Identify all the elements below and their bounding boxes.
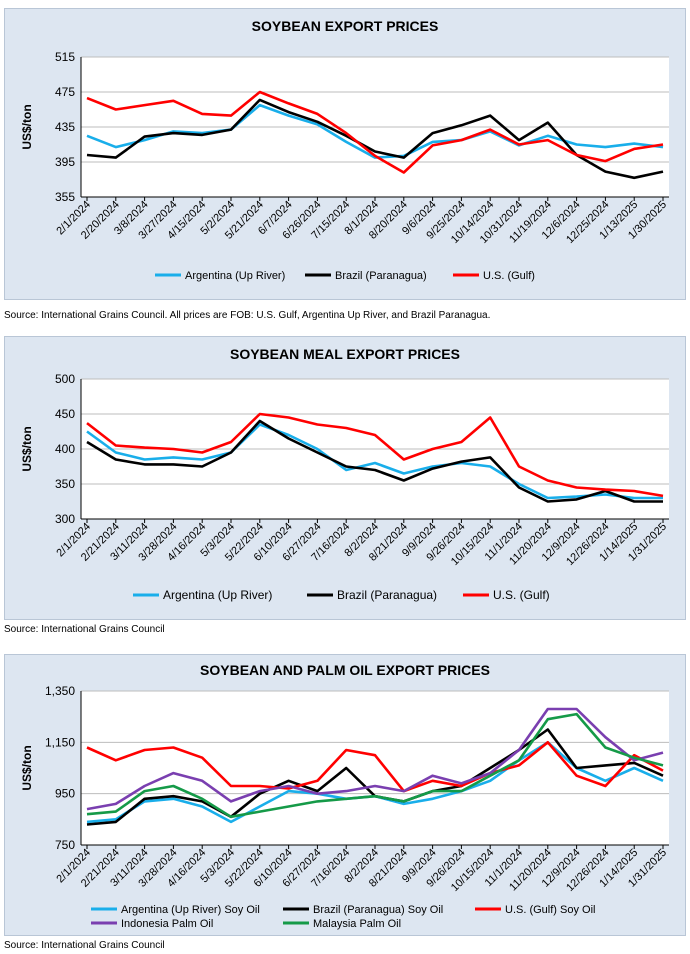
legend-label: Indonesia Palm Oil	[121, 918, 213, 930]
chart-panel-soybean-meal: SOYBEAN MEAL EXPORT PRICES 300 350 400 450 50…	[4, 336, 686, 620]
source-note-2: Source: International Grains Council	[4, 624, 165, 635]
legend-label: U.S. (Gulf)	[493, 588, 550, 602]
legend-label: Argentina (Up River)	[163, 588, 272, 602]
legend-label: U.S. (Gulf)	[483, 270, 535, 282]
chart-title: SOYBEAN AND PALM OIL EXPORT PRICES	[200, 662, 490, 678]
y-tick-label: 475	[55, 85, 75, 99]
legend-label: Brazil (Paranagua) Soy Oil	[313, 904, 443, 916]
series-line	[86, 412, 664, 498]
y-axis-label: US$/ton	[20, 104, 34, 149]
y-tick-label: 395	[55, 155, 75, 169]
series-line	[86, 423, 663, 500]
y-tick-label: 350	[55, 477, 75, 491]
legend-label: Argentina (Up River)	[185, 270, 285, 282]
series-line	[86, 103, 664, 159]
legend-label: Brazil (Paranagua)	[337, 588, 437, 602]
chart-soybean-meal-export-prices: SOYBEAN MEAL EXPORT PRICES 300 350 400 450 50…	[20, 346, 669, 602]
source-note-1: Source: International Grains Council. Al…	[4, 310, 491, 321]
legend-label: U.S. (Gulf) Soy Oil	[505, 904, 595, 916]
chart-soybean-export-prices: SOYBEAN EXPORT PRICES 355 395 435 475 515 US$/…	[20, 18, 669, 282]
series-line	[86, 712, 664, 819]
chart-panel-oil: SOYBEAN AND PALM OIL EXPORT PRICES 750 950…	[4, 654, 686, 936]
y-tick-label: 1,350	[45, 684, 75, 698]
series-line	[86, 741, 664, 793]
y-tick-label: 500	[55, 372, 75, 386]
y-tick-label: 750	[55, 838, 75, 852]
y-tick-label: 300	[55, 512, 75, 526]
series-line	[86, 90, 664, 174]
chart-title: SOYBEAN EXPORT PRICES	[252, 18, 439, 34]
legend-label: Malaysia Palm Oil	[313, 918, 401, 930]
y-tick-label: 355	[55, 190, 75, 204]
chart-soybean-palm-oil-export-prices: SOYBEAN AND PALM OIL EXPORT PRICES 750 950…	[20, 662, 669, 930]
y-tick-label: 1,150	[45, 735, 75, 749]
series-line	[86, 98, 664, 180]
legend-label: Brazil (Paranagua)	[335, 270, 427, 282]
series-line	[86, 707, 664, 811]
y-tick-label: 400	[55, 442, 75, 456]
legend-label: Argentina (Up River) Soy Oil	[121, 904, 260, 916]
y-tick-label: 950	[55, 787, 75, 801]
y-tick-label: 450	[55, 407, 75, 421]
chart-title: SOYBEAN MEAL EXPORT PRICES	[230, 346, 460, 362]
y-tick-label: 435	[55, 120, 75, 134]
series-line	[86, 419, 663, 503]
chart-panel-soybean: SOYBEAN EXPORT PRICES 355 395 435 475 515 US$/…	[4, 8, 686, 300]
y-axis-label: US$/ton	[20, 745, 34, 790]
y-axis-label: US$/ton	[20, 426, 34, 471]
y-tick-label: 515	[55, 50, 75, 64]
source-note-3: Source: International Grains Council	[4, 940, 165, 951]
